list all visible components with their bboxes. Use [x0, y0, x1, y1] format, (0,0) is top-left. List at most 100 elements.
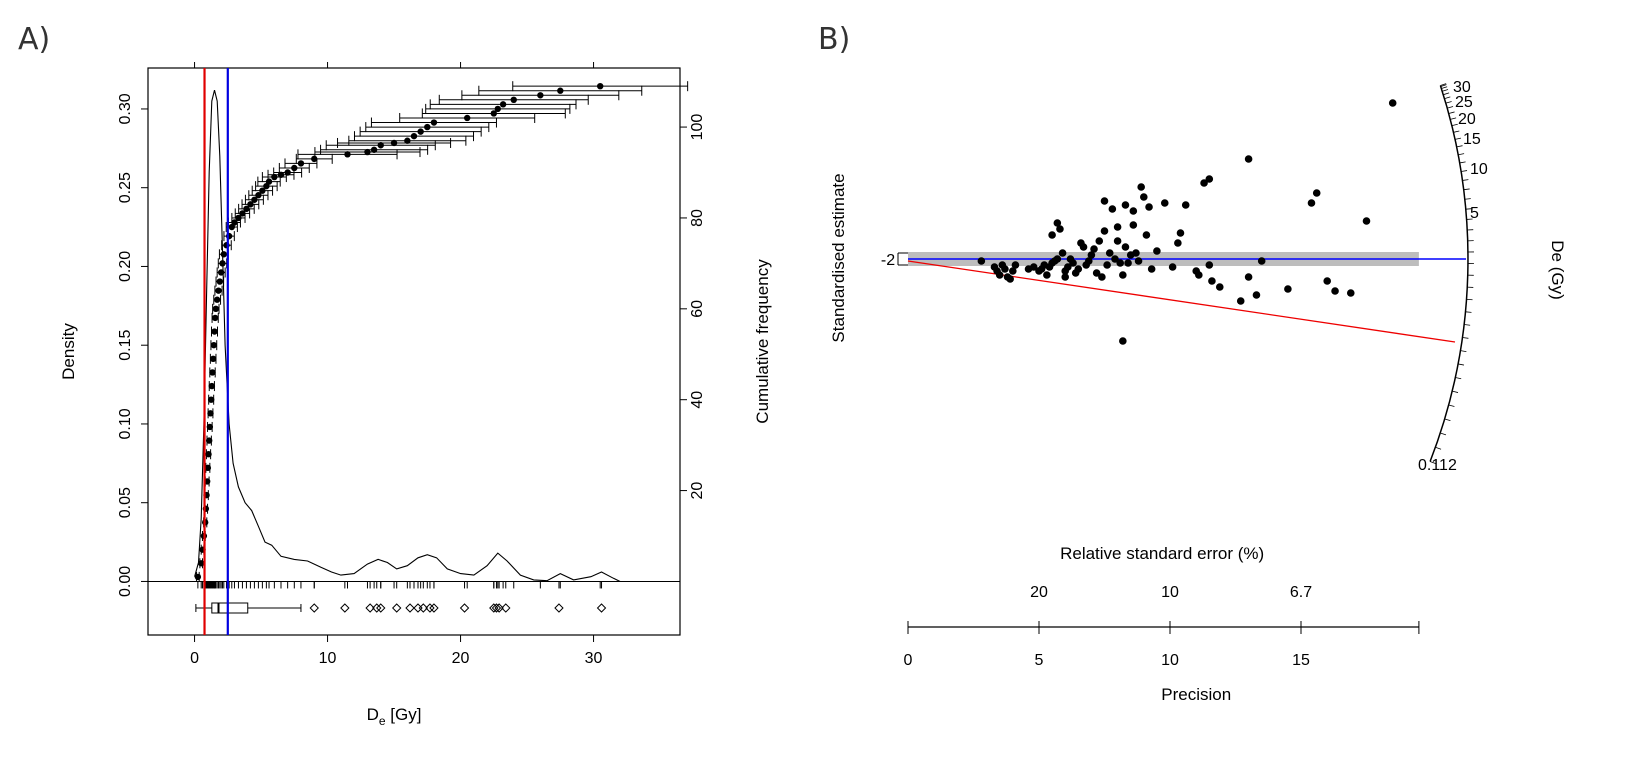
data-point — [1195, 271, 1203, 279]
data-point — [1098, 273, 1106, 281]
x-axis-label: De [Gy] — [367, 705, 422, 728]
panel-a-label: A) — [18, 22, 51, 57]
outlier-marker — [405, 603, 415, 613]
data-point — [1145, 203, 1153, 211]
data-point — [1215, 283, 1224, 291]
outlier-marker — [392, 603, 402, 613]
data-point — [1053, 255, 1062, 263]
data-point — [1236, 297, 1245, 305]
red-line — [907, 260, 1456, 343]
y-tick-label: 0.25 — [117, 172, 134, 203]
cumulative-point — [291, 164, 298, 172]
arc-tick — [1453, 130, 1460, 133]
arc-tick — [1456, 145, 1463, 148]
cumulative-point — [494, 105, 501, 113]
y2-tick-label: 20 — [689, 482, 706, 500]
z-tick-label: 25 — [1455, 94, 1473, 111]
data-point — [1168, 263, 1177, 271]
x-tick-label: 10 — [319, 650, 337, 667]
arc-tick — [1443, 92, 1450, 96]
data-point — [1079, 243, 1088, 251]
cumulative-point — [499, 101, 507, 108]
data-point — [1362, 217, 1371, 225]
arc-tick — [1445, 101, 1452, 104]
outlier-marker — [494, 603, 504, 613]
precision-tick-label: 10 — [1161, 652, 1179, 669]
data-point — [1307, 199, 1316, 207]
density-ecdf-chart: 0 10 20 30 De [Gy] 0.00 0.05 0.10 0.15 0.20 0.25 0.… — [59, 62, 772, 728]
precision-tick-label: 5 — [1035, 652, 1044, 669]
cumulative-point — [390, 139, 398, 147]
y-tick-label: -2 — [881, 252, 895, 269]
y-tick-label: 0.15 — [117, 330, 134, 361]
de-arc — [1429, 85, 1469, 462]
data-point — [1124, 259, 1132, 267]
box-body — [211, 602, 249, 614]
outlier-marker — [459, 603, 470, 613]
cumulative-point — [235, 214, 242, 222]
arc-tick — [1463, 188, 1470, 191]
data-point — [1006, 275, 1014, 283]
z-tick-label: 10 — [1470, 161, 1488, 178]
cumulative-point — [510, 96, 517, 104]
rse-tick-label: 10 — [1161, 584, 1179, 601]
cumulative-point — [207, 410, 214, 417]
y-axis-label: Standardised estimate — [829, 173, 848, 342]
arc-tick — [1459, 161, 1466, 164]
cumulative-point — [217, 269, 225, 276]
arc-tick — [1465, 208, 1472, 210]
arc-tick — [1440, 432, 1447, 436]
y2-tick-label: 80 — [689, 209, 706, 227]
density-curve — [194, 89, 621, 582]
data-point — [1108, 205, 1117, 213]
data-point — [1056, 225, 1064, 233]
data-point — [1064, 263, 1072, 271]
data-point — [1129, 207, 1138, 215]
data-point — [1121, 243, 1130, 251]
data-point — [1346, 289, 1355, 297]
arc-tick — [1451, 123, 1458, 127]
data-point — [1137, 183, 1145, 191]
outlier-marker — [596, 603, 607, 613]
cumulative-point — [198, 560, 205, 567]
cumulative-point — [410, 132, 418, 140]
plot-frame — [147, 67, 681, 636]
arc-tick — [1448, 111, 1455, 114]
data-point — [1134, 257, 1143, 265]
data-point — [1140, 193, 1148, 201]
data-point — [1048, 231, 1056, 239]
y2-tick-label: 60 — [689, 300, 706, 318]
arc-tick — [1464, 324, 1471, 326]
cumulative-point — [209, 355, 217, 363]
data-point — [1090, 245, 1098, 253]
arc-tick — [1464, 198, 1471, 200]
arc-tick — [1454, 137, 1462, 140]
arc-tick — [1462, 179, 1469, 181]
y-tick-label: 0.00 — [117, 566, 134, 597]
arc-tick — [1462, 337, 1469, 339]
arc-tick — [1458, 153, 1465, 156]
data-point — [995, 271, 1004, 279]
arc-tick — [1435, 446, 1442, 450]
data-point — [1147, 265, 1156, 273]
data-point — [1200, 179, 1208, 187]
cumulative-point — [205, 437, 213, 444]
outlier-marker — [429, 603, 439, 613]
arc-tick — [1452, 390, 1459, 393]
rse-tick-label: 20 — [1030, 584, 1048, 601]
data-point — [1160, 199, 1169, 207]
arc-tick — [1460, 350, 1467, 352]
cumulative-point — [311, 155, 318, 163]
z-tick-label: 30 — [1453, 79, 1471, 96]
y2-tick-label: 40 — [689, 391, 706, 409]
cumulative-point — [204, 464, 212, 472]
arc-tick — [1442, 89, 1449, 92]
cumulative-point — [284, 169, 291, 176]
cumulative-point — [231, 219, 238, 226]
data-point — [1113, 237, 1122, 245]
data-point — [1331, 287, 1339, 295]
data-point — [1132, 249, 1140, 257]
data-point — [1111, 255, 1119, 263]
data-point — [1053, 219, 1062, 227]
